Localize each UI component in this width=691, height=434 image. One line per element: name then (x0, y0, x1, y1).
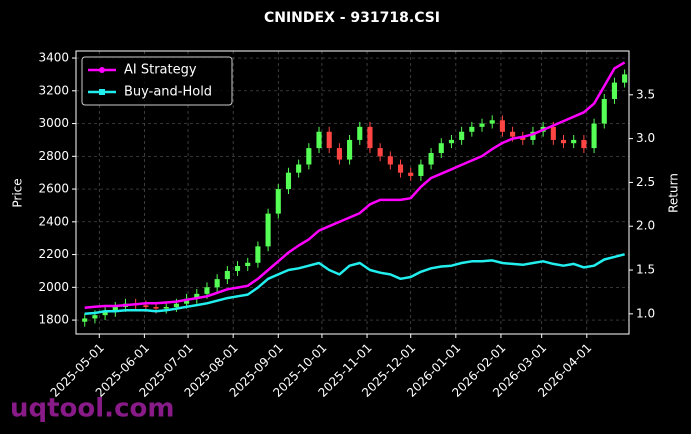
candle-body (224, 270, 230, 280)
candle-body (245, 262, 251, 267)
candle-body (326, 131, 332, 149)
candle-body (448, 139, 455, 144)
candle-body (499, 120, 505, 132)
candle-body (214, 279, 220, 288)
y-tick-label: 2600 (38, 182, 69, 196)
candle-body (336, 148, 342, 160)
candle-body (397, 164, 404, 173)
chart-title: CNINDEX - 931718.CSI (264, 10, 440, 26)
legend: AI Strategy Buy-and-Hold (81, 56, 233, 106)
y-tick-label: 2000 (38, 280, 69, 294)
y2-tick-label: 1.0 (636, 306, 655, 320)
candle-body (560, 139, 567, 144)
candle-body (489, 120, 495, 124)
candle-body (204, 287, 210, 294)
candle-body (611, 82, 618, 99)
candle-body (184, 298, 190, 304)
candle-body (387, 156, 393, 165)
candle-body (408, 172, 414, 176)
y2-tick-label: 1.5 (636, 263, 655, 277)
candle-body (265, 213, 271, 247)
candle-body (357, 126, 363, 140)
candle-body (296, 164, 302, 173)
candle-body (459, 131, 465, 140)
y-tick-label: 2400 (38, 214, 69, 228)
candle-body (510, 131, 516, 137)
series-line (84, 253, 625, 316)
y-tick-label: 2800 (38, 149, 69, 163)
candle-body (306, 148, 312, 165)
candle-body (428, 153, 434, 165)
candle-body (92, 315, 98, 319)
legend-label: Buy-and-Hold (124, 85, 212, 100)
candle-body (418, 164, 424, 176)
candle-body (82, 318, 88, 322)
candle-body (479, 123, 485, 127)
candle-body (530, 131, 536, 140)
watermark: uqtool.com (10, 394, 174, 424)
y-tick-label: 3400 (38, 51, 69, 65)
candle-body (377, 148, 383, 157)
legend-box (81, 56, 233, 106)
y-axis-label: Price (11, 178, 25, 207)
candle-body (591, 123, 597, 149)
legend-label: AI Strategy (124, 63, 197, 78)
candle-body (153, 306, 159, 309)
candle-body (275, 189, 281, 214)
candle-body (316, 131, 322, 149)
y2-tick-label: 2.5 (636, 175, 655, 189)
candle-body (173, 303, 179, 307)
candle-body (112, 306, 118, 312)
candle-body (347, 139, 353, 160)
candle-body (255, 246, 261, 263)
plot-frame (75, 50, 630, 335)
y-tick-label: 3000 (38, 116, 69, 130)
candle-body (571, 139, 577, 144)
candle-body (102, 311, 108, 316)
candle-body (469, 126, 475, 132)
candle-body (581, 139, 587, 149)
y2-tick-label: 3.0 (636, 131, 655, 145)
y-tick-label: 2200 (38, 247, 69, 261)
series-line (84, 61, 626, 309)
candle-body (438, 143, 444, 154)
candle-body (143, 305, 149, 307)
candle-body (194, 293, 200, 299)
candle-body (601, 98, 607, 124)
y2-tick-label: 3.5 (636, 87, 655, 101)
candle-body (550, 126, 556, 140)
y2-tick-label: 2.0 (636, 219, 655, 233)
candle-body (520, 136, 526, 140)
candle-body (367, 126, 373, 149)
legend-marker (99, 67, 105, 73)
candle-body (285, 172, 292, 190)
candle-body (234, 266, 241, 271)
y-tick-label: 3200 (38, 83, 69, 97)
legend-marker (99, 89, 105, 95)
candle-body (622, 74, 628, 83)
candle-body (163, 306, 169, 309)
y-tick-label: 1800 (38, 313, 69, 327)
y2-axis-label: Return (667, 173, 681, 213)
